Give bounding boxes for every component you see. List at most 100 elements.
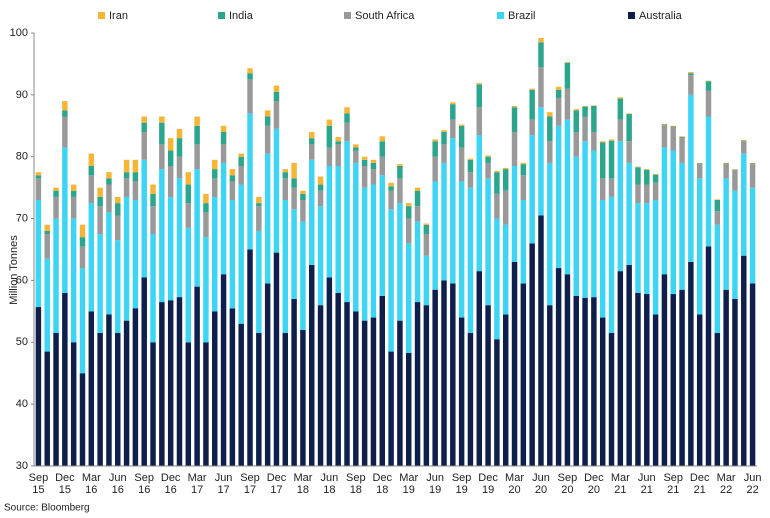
bar-segment <box>229 308 236 466</box>
bar-segment <box>335 165 341 293</box>
bar-segment <box>749 187 756 284</box>
bar-segment <box>529 243 535 466</box>
bar-segment <box>53 333 59 466</box>
bar-segment <box>591 297 597 466</box>
legend-swatch <box>218 12 225 19</box>
x-tick-label: Sep 20 <box>558 472 578 496</box>
bar-segment <box>53 190 59 197</box>
bar-segment <box>44 258 50 352</box>
bar-segment <box>573 110 579 132</box>
bar-segment <box>79 268 86 374</box>
x-tick-label-line: 16 <box>165 484 177 496</box>
bar-segment <box>749 164 756 188</box>
x-tick-label-line: 18 <box>350 484 362 496</box>
x-tick-label: Mar 16 <box>82 472 101 496</box>
bar-segment <box>714 211 721 225</box>
bar-segment <box>132 308 139 466</box>
bar-segment <box>353 311 359 466</box>
bar-segment <box>53 218 59 334</box>
bar-segment <box>414 221 421 303</box>
bar-segment <box>247 249 253 466</box>
bar-segment <box>326 165 333 278</box>
legend-swatch <box>497 12 504 19</box>
bar-segment <box>176 178 183 298</box>
bar-segment <box>317 184 324 191</box>
x-tick-label-line: 17 <box>244 484 256 496</box>
bar-segment <box>70 190 77 197</box>
bar-segment <box>741 140 747 142</box>
bar-segment <box>309 144 315 160</box>
bar-segment <box>361 165 368 188</box>
bar-segment <box>679 162 685 290</box>
x-tick-label-line: 18 <box>376 484 388 496</box>
x-tick-label-line: Sep <box>558 472 578 484</box>
bar-segment <box>476 83 482 85</box>
bar-segment <box>476 84 482 108</box>
bar-segment <box>70 342 77 466</box>
bar-segment <box>723 164 729 179</box>
x-tick-label-line: 20 <box>588 484 600 496</box>
bar-segment <box>635 184 641 204</box>
bar-segment <box>485 162 491 179</box>
bar-segment <box>467 187 474 334</box>
bar-segment <box>220 144 227 163</box>
bar-segment <box>264 110 271 117</box>
bar-segment <box>458 124 465 126</box>
bar-segment <box>626 264 632 466</box>
bar-segment <box>688 71 694 74</box>
bar-segment <box>167 300 174 466</box>
bar-segment <box>414 190 421 207</box>
bar-segment <box>185 172 192 185</box>
bar-segment <box>353 144 359 148</box>
x-tick-label-line: Dec <box>372 472 392 484</box>
bar-segment <box>511 131 518 166</box>
bar-segment <box>458 147 465 182</box>
bar-segment <box>432 181 438 290</box>
bar-segment <box>679 136 685 138</box>
x-tick-label-line: 16 <box>112 484 124 496</box>
bar-segment <box>652 314 659 466</box>
x-tick-label: Jun 16 <box>109 472 127 496</box>
x-tick-label: Dec 16 <box>161 472 181 496</box>
bar-segment <box>379 295 386 466</box>
bar-segment <box>591 150 597 298</box>
bar-segment <box>547 162 553 306</box>
bar-segment <box>529 88 535 90</box>
bar-segment <box>167 138 174 151</box>
bar-segment <box>511 107 518 132</box>
bar-segment <box>388 182 394 187</box>
x-tick-label: Mar 18 <box>293 472 312 496</box>
bar-segment <box>326 119 333 126</box>
bar-segment <box>264 125 271 154</box>
x-tick-label: Sep 19 <box>452 472 472 496</box>
bar-segment <box>115 215 121 241</box>
bar-segment <box>370 184 377 318</box>
bar-segment <box>397 203 403 321</box>
x-tick-label-line: 16 <box>85 484 97 496</box>
bar-segment <box>203 237 209 343</box>
bar-segment <box>309 159 315 265</box>
x-tick-label-line: Dec <box>478 472 498 484</box>
bar-segment <box>44 234 50 259</box>
bar-segment <box>582 105 588 107</box>
bar-segment <box>238 153 244 157</box>
bar-segment <box>282 172 289 179</box>
legend-swatch <box>344 12 351 19</box>
bar-segment <box>652 174 659 183</box>
x-tick-label: Dec 19 <box>478 472 498 496</box>
bar-segment <box>608 196 615 334</box>
bar-segment <box>361 156 368 160</box>
bar-segment <box>35 200 42 308</box>
bar-segment <box>176 128 183 139</box>
bar-segment <box>688 261 694 466</box>
bar-segment <box>88 175 95 204</box>
x-tick-label-line: Mar <box>611 472 630 484</box>
x-tick-label: Jun 18 <box>320 472 338 496</box>
bar-segment <box>573 131 579 157</box>
bar-segment <box>591 105 597 132</box>
x-tick-label: Jun 21 <box>638 472 656 496</box>
x-tick-label-line: Mar <box>399 472 418 484</box>
bar-segment <box>476 271 482 466</box>
bar-segment <box>264 283 271 466</box>
